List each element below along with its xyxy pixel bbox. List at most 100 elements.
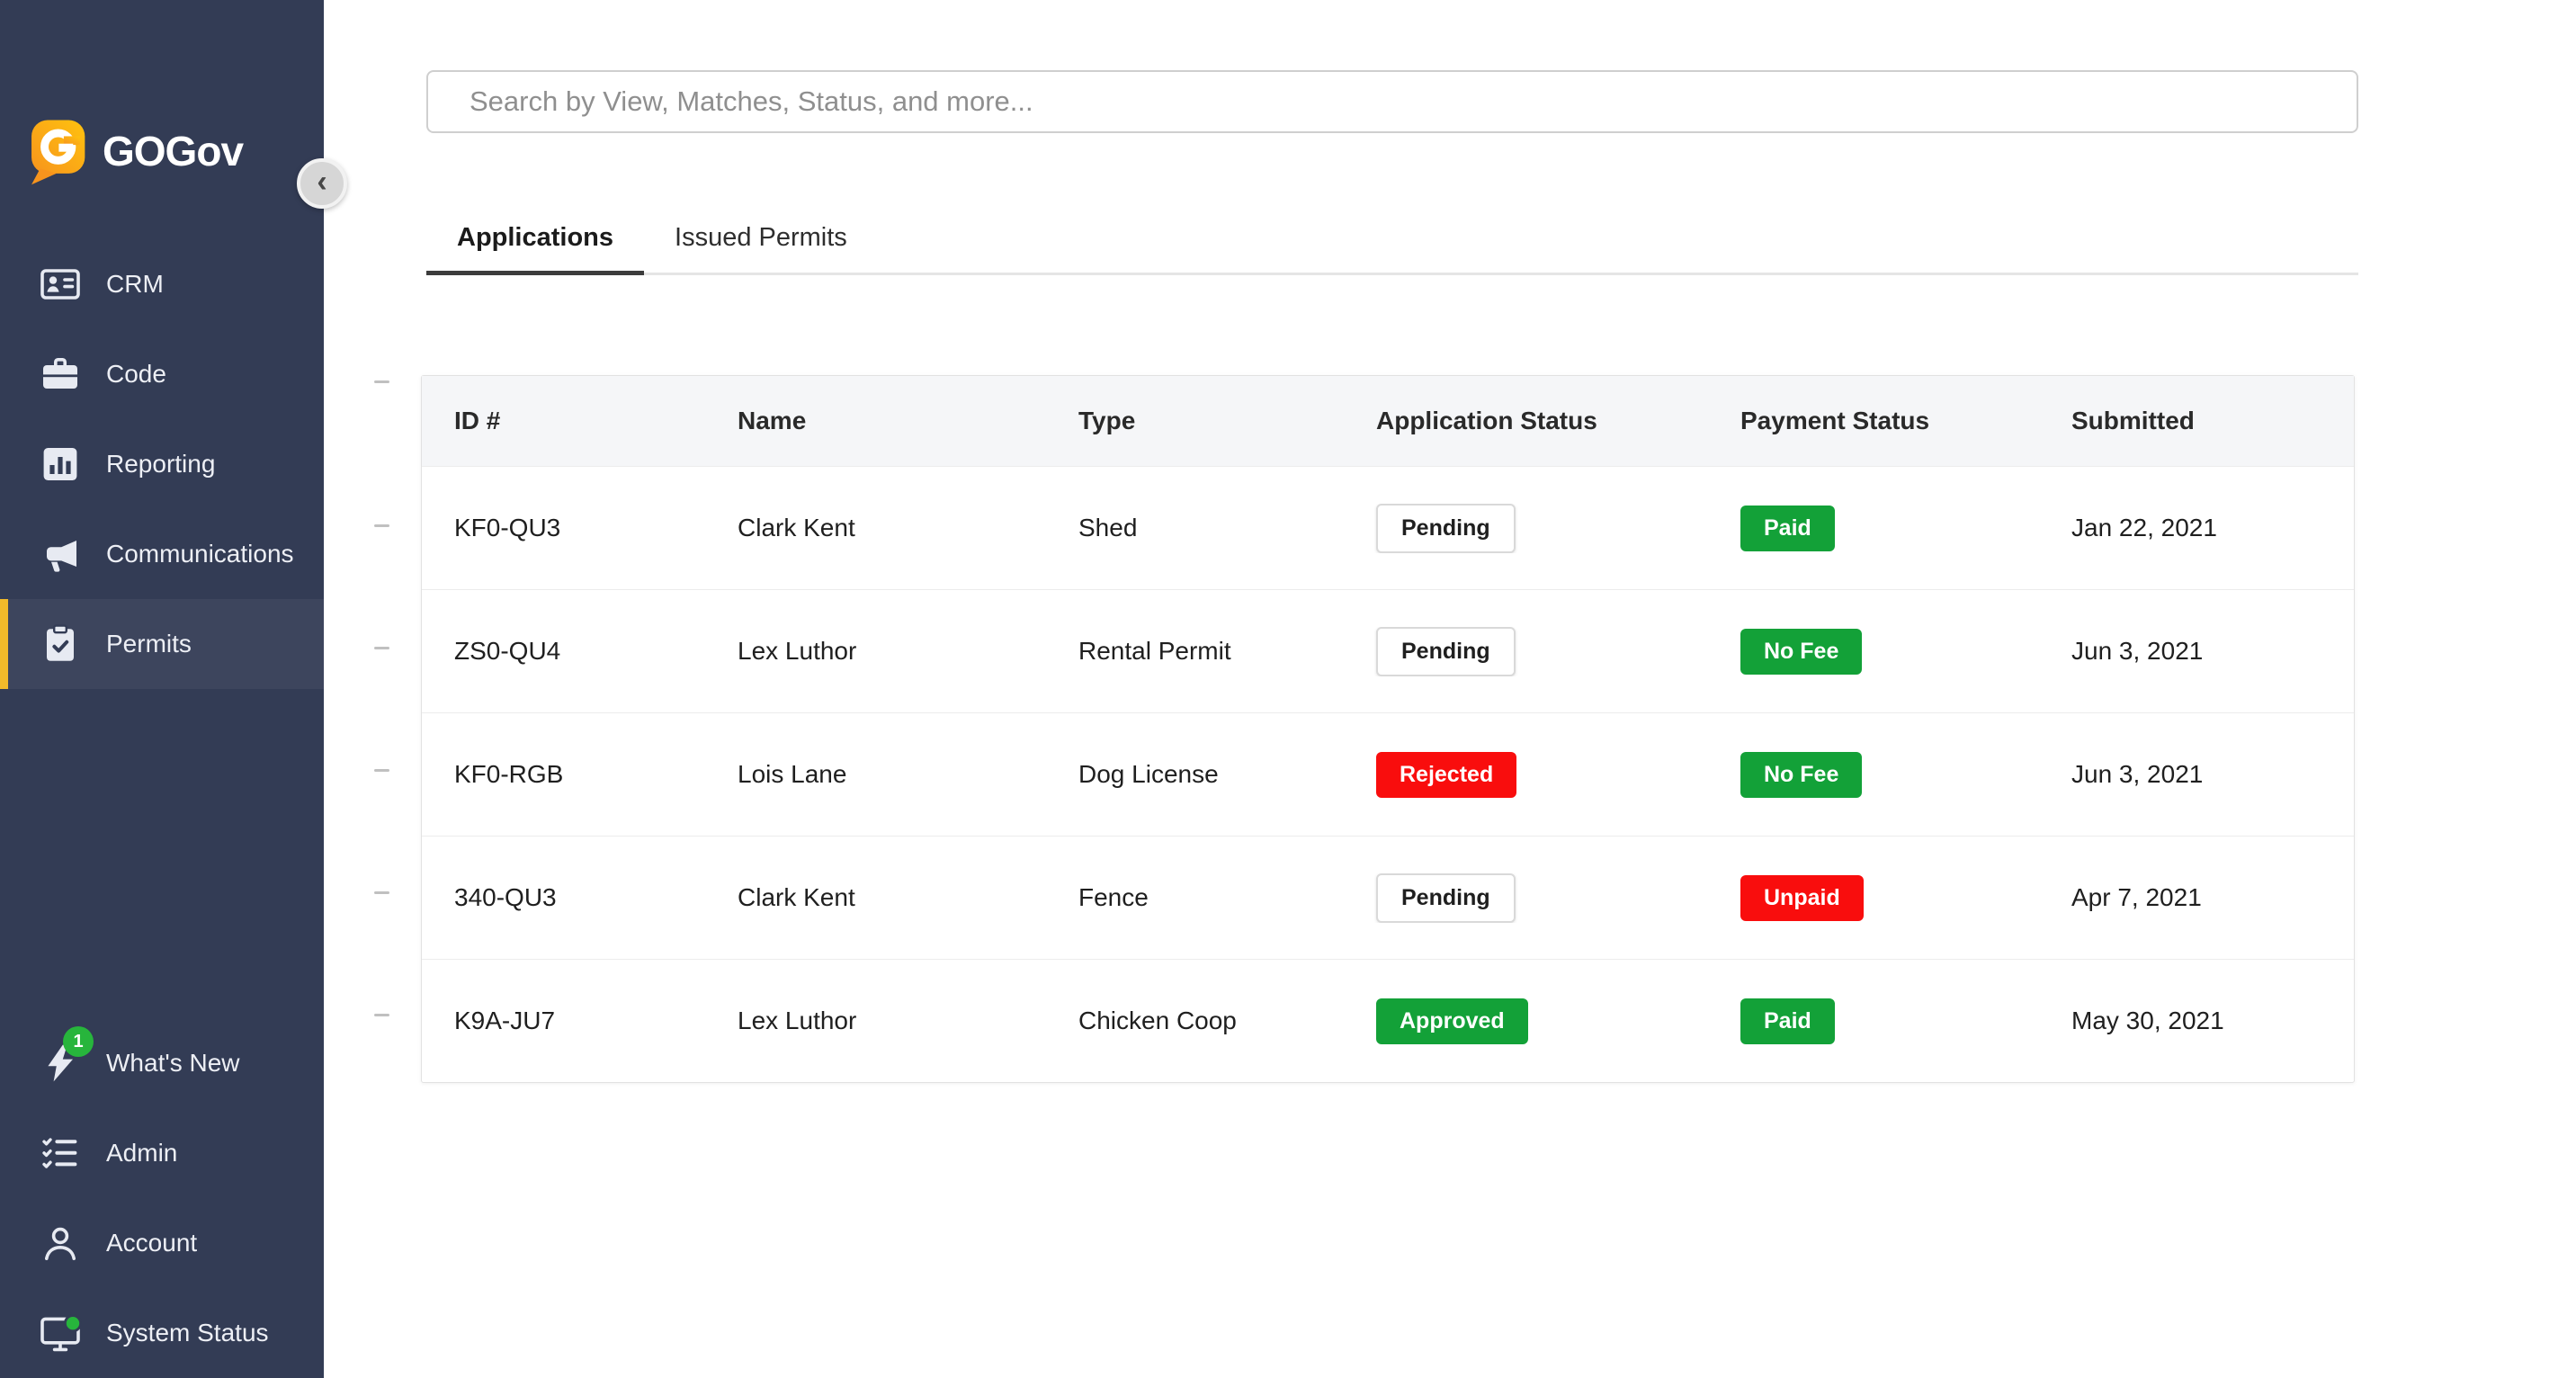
cell-name: Lois Lane: [738, 760, 847, 788]
applications-table: ID # Name Type Application Status Payment St…: [421, 375, 2355, 1083]
bar-chart-icon: [38, 442, 83, 487]
sidebar-item-label: Admin: [106, 1139, 178, 1167]
application-status-badge[interactable]: Rejected: [1376, 751, 1517, 798]
sidebar-item-label: Account: [106, 1229, 198, 1257]
sidebar-item-communications[interactable]: Communications: [0, 509, 324, 599]
monitor-status-icon: [38, 1311, 83, 1356]
search-input[interactable]: [426, 70, 2358, 133]
whats-new-count-badge: 1: [63, 1026, 94, 1057]
gogov-pin-icon: [23, 115, 92, 187]
sidebar-item-label: Code: [106, 360, 166, 388]
id-card-icon: [38, 262, 83, 307]
lightning-icon: 1: [38, 1026, 94, 1086]
table-body: KF0-QU3 Clark Kent Shed Pending Paid Jan 22, …: [422, 466, 2354, 1082]
cell-submitted: Jun 3, 2021: [2071, 637, 2204, 665]
sidebar-item-label: Communications: [106, 540, 294, 568]
sidebar-item-label: System Status: [106, 1319, 269, 1347]
tab-issued-permits[interactable]: Issued Permits: [675, 223, 847, 252]
cell-type: Fence: [1078, 883, 1149, 911]
megaphone-icon: [38, 532, 83, 577]
cell-payment-status: Paid: [1708, 998, 2039, 1044]
sidebar-item-label: Permits: [106, 630, 192, 658]
cell-name: Clark Kent: [738, 514, 855, 541]
logo-text: GOGov: [103, 128, 244, 174]
payment-status-badge: No Fee: [1740, 751, 1863, 798]
row-dash-mark: [374, 647, 389, 649]
sidebar-item-permits[interactable]: Permits: [0, 599, 324, 689]
cell-payment-status: No Fee: [1708, 628, 2039, 675]
tabs-bar: Applications Issued Permits: [426, 200, 2358, 275]
table-row[interactable]: 340-QU3 Clark Kent Fence Pending Unpaid Apr 7…: [422, 836, 2354, 959]
cell-type: Dog License: [1078, 760, 1219, 788]
sidebar-item-what-s-new[interactable]: 1 What's New: [0, 1018, 324, 1108]
cell-id: KF0-QU3: [454, 514, 561, 541]
cell-type: Rental Permit: [1078, 637, 1231, 665]
cell-submitted: Jan 22, 2021: [2071, 514, 2217, 541]
cell-application-status: Pending: [1344, 626, 1708, 676]
table-row[interactable]: KF0-QU3 Clark Kent Shed Pending Paid Jan 22, …: [422, 466, 2354, 589]
table-row[interactable]: ZS0-QU4 Lex Luthor Rental Permit Pending No …: [422, 589, 2354, 712]
payment-status-badge: No Fee: [1740, 628, 1863, 675]
application-status-badge[interactable]: Pending: [1376, 872, 1516, 923]
payment-status-badge: Unpaid: [1740, 874, 1864, 921]
clipboard-check-icon: [38, 622, 83, 667]
sidebar-item-system-status[interactable]: System Status: [0, 1288, 324, 1378]
sidebar-item-label: What's New: [106, 1049, 240, 1077]
cell-submitted: Jun 3, 2021: [2071, 760, 2204, 788]
application-status-badge[interactable]: Pending: [1376, 626, 1516, 676]
checklist-icon: [38, 1131, 83, 1176]
row-dash-mark: [374, 524, 389, 527]
sidebar: GOGov ‹ CRM Code Reporting Communications Pe…: [0, 0, 347, 1378]
sidebar-item-crm[interactable]: CRM: [0, 239, 324, 329]
sidebar-item-code[interactable]: Code: [0, 329, 324, 419]
person-icon: [38, 1221, 83, 1266]
column-header-name: Name: [738, 407, 807, 434]
cell-name: Clark Kent: [738, 883, 855, 911]
table-row[interactable]: KF0-RGB Lois Lane Dog License Rejected No Fe…: [422, 712, 2354, 836]
cell-payment-status: Unpaid: [1708, 874, 2039, 921]
tab-applications[interactable]: Applications: [426, 200, 645, 275]
cell-id: ZS0-QU4: [454, 637, 561, 665]
payment-status-badge: Paid: [1740, 505, 1835, 551]
cell-payment-status: Paid: [1708, 505, 2039, 551]
cell-application-status: Approved: [1344, 998, 1708, 1044]
cell-submitted: Apr 7, 2021: [2071, 883, 2202, 911]
payment-status-badge: Paid: [1740, 998, 1835, 1044]
cell-application-status: Pending: [1344, 872, 1708, 923]
row-dash-mark: [374, 769, 389, 772]
sidebar-item-label: CRM: [106, 270, 164, 298]
cell-id: 340-QU3: [454, 883, 557, 911]
cell-payment-status: No Fee: [1708, 751, 2039, 798]
cell-name: Lex Luthor: [738, 637, 857, 665]
table-header-row: ID # Name Type Application Status Payment St…: [422, 376, 2354, 466]
column-header-type: Type: [1078, 407, 1136, 434]
column-header-application-status: Application Status: [1376, 407, 1597, 434]
cell-type: Shed: [1078, 514, 1138, 541]
row-dash-mark: [374, 891, 389, 894]
main-content: Applications Issued Permits ID # Name Type A…: [324, 0, 2576, 1378]
column-header-payment-status: Payment Status: [1740, 407, 1930, 434]
sidebar-item-reporting[interactable]: Reporting: [0, 419, 324, 509]
sidebar-item-account[interactable]: Account: [0, 1198, 324, 1288]
chevron-left-icon: ‹: [317, 165, 327, 199]
column-header-submitted: Submitted: [2071, 407, 2195, 434]
gogov-logo[interactable]: GOGov: [23, 115, 244, 187]
column-header-id: ID #: [454, 407, 501, 434]
application-status-badge[interactable]: Pending: [1376, 503, 1516, 553]
row-dash-mark: [374, 380, 389, 383]
cell-submitted: May 30, 2021: [2071, 1007, 2224, 1034]
sidebar-collapse-button[interactable]: ‹: [297, 158, 347, 209]
cell-id: K9A-JU7: [454, 1007, 556, 1034]
cell-type: Chicken Coop: [1078, 1007, 1237, 1034]
cell-name: Lex Luthor: [738, 1007, 857, 1034]
sidebar-item-admin[interactable]: Admin: [0, 1108, 324, 1198]
application-status-badge[interactable]: Approved: [1376, 998, 1528, 1044]
tabs-divider: [426, 273, 2358, 275]
table-row[interactable]: K9A-JU7 Lex Luthor Chicken Coop Approved Pai…: [422, 959, 2354, 1082]
sidebar-item-label: Reporting: [106, 450, 216, 478]
sidebar-bottom-menu: 1 What's New Admin Account System Status: [0, 1018, 324, 1378]
briefcase-icon: [38, 352, 83, 397]
cell-application-status: Pending: [1344, 503, 1708, 553]
sidebar-main-menu: CRM Code Reporting Communications Permits: [0, 239, 324, 689]
cell-id: KF0-RGB: [454, 760, 564, 788]
